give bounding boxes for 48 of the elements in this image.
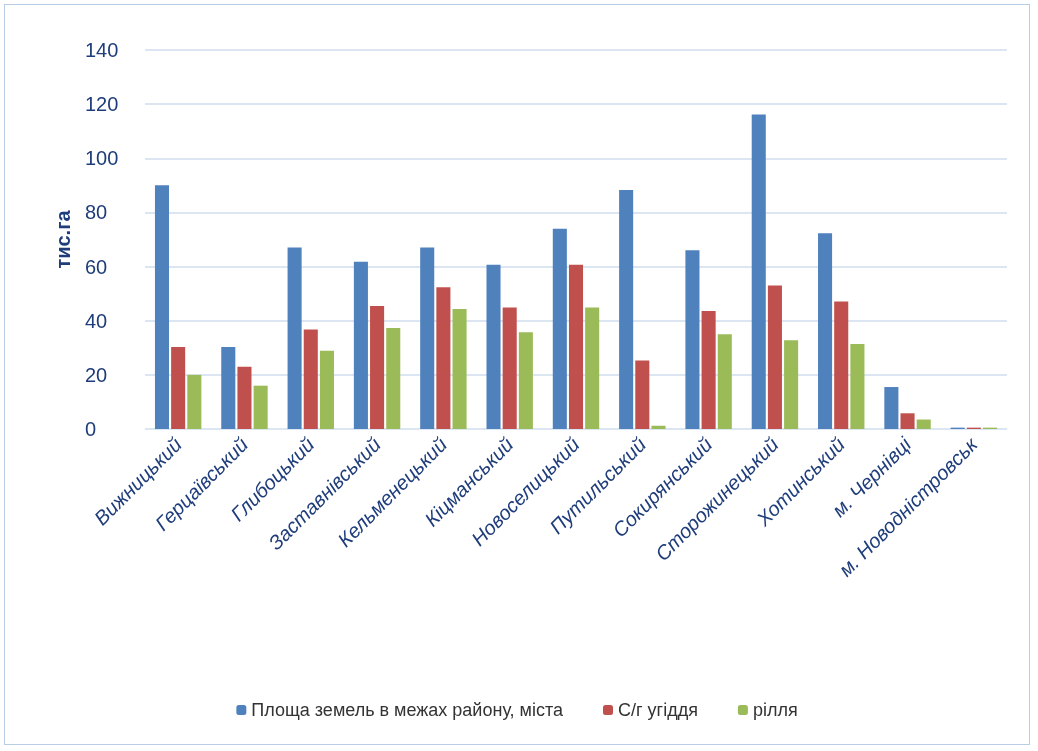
bar xyxy=(685,250,700,429)
bar xyxy=(701,310,716,429)
y-tick-label: 140 xyxy=(85,39,119,61)
bar xyxy=(850,344,865,429)
bar xyxy=(353,261,368,429)
y-tick-label: 60 xyxy=(85,255,108,278)
bar xyxy=(767,285,782,429)
bar xyxy=(502,307,517,429)
bar xyxy=(651,425,666,429)
bar xyxy=(237,366,252,429)
bar xyxy=(585,307,600,429)
bar xyxy=(436,287,451,429)
bar xyxy=(916,419,931,429)
bar xyxy=(818,233,833,429)
legend-label: рілля xyxy=(752,700,798,720)
legend-label: Площа земель в межах району, міста xyxy=(251,700,564,720)
bar xyxy=(187,374,202,429)
bar xyxy=(253,385,268,429)
bar xyxy=(287,247,302,429)
bar xyxy=(303,329,318,429)
bar xyxy=(319,350,334,429)
bar xyxy=(171,346,186,429)
y-axis-title: тис.га xyxy=(52,209,74,269)
bar xyxy=(834,301,849,429)
bar xyxy=(221,346,236,429)
bar xyxy=(884,387,899,429)
bar xyxy=(552,228,567,429)
y-tick-label: 20 xyxy=(85,363,108,386)
legend-label: С/г угіддя xyxy=(618,700,698,720)
bar xyxy=(518,332,533,429)
y-tick-label: 100 xyxy=(85,147,119,170)
bar xyxy=(486,264,501,429)
bar xyxy=(386,328,401,429)
bar xyxy=(619,189,634,429)
y-tick-label: 120 xyxy=(85,93,119,116)
bar xyxy=(784,340,799,429)
bar xyxy=(420,247,435,429)
bar xyxy=(370,306,385,429)
bar xyxy=(717,334,732,429)
bar xyxy=(751,114,766,429)
y-tick-label: 0 xyxy=(85,418,97,440)
bar xyxy=(635,360,650,429)
bar xyxy=(154,185,170,429)
bar xyxy=(568,264,584,429)
y-tick-label: 80 xyxy=(85,201,108,224)
bar xyxy=(452,309,467,429)
y-tick-label: 40 xyxy=(85,309,108,332)
bar xyxy=(900,413,915,429)
